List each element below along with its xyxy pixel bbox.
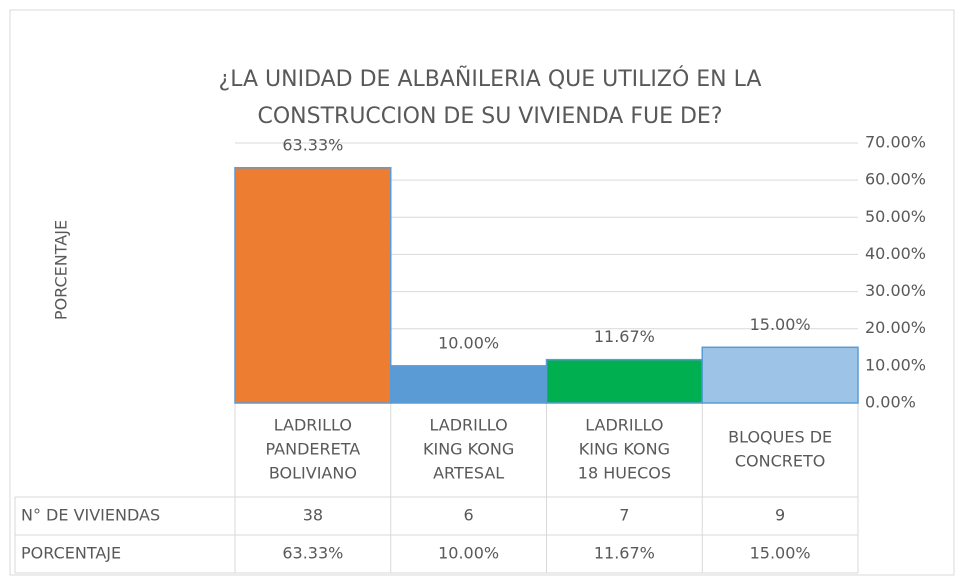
chart-title: ¿LA UNIDAD DE ALBAÑILERIA QUE UTILIZÓ EN… bbox=[219, 65, 762, 92]
y-axis-title: PORCENTAJE bbox=[52, 220, 71, 320]
table-row-label: N° DE VIVIENDAS bbox=[21, 506, 160, 525]
x-tick-label: KING KONG bbox=[579, 440, 670, 459]
y-tick-label: 10.00% bbox=[865, 355, 926, 374]
x-tick-label: 18 HUECOS bbox=[578, 464, 671, 483]
chart-title: CONSTRUCCION DE SU VIVIENDA FUE DE? bbox=[258, 104, 723, 129]
bar bbox=[390, 365, 548, 404]
x-tick-label: BOLIVIANO bbox=[269, 464, 357, 483]
x-tick-label: BLOQUES DE bbox=[728, 428, 832, 447]
table-cell: 10.00% bbox=[438, 544, 499, 563]
table-cell: 38 bbox=[303, 506, 323, 525]
x-tick-label: PANDERETA bbox=[266, 440, 361, 459]
x-tick-label: ARTESAL bbox=[433, 464, 504, 483]
data-label: 11.67% bbox=[594, 327, 655, 346]
x-tick-label: CONCRETO bbox=[735, 452, 826, 471]
chart-border bbox=[9, 9, 955, 576]
y-tick-label: 30.00% bbox=[865, 281, 926, 300]
data-label: 15.00% bbox=[750, 315, 811, 334]
x-tick-label: LADRILLO bbox=[585, 416, 663, 435]
y-tick-label: 0.00% bbox=[865, 393, 916, 412]
y-tick-label: 70.00% bbox=[865, 133, 926, 152]
y-tick-label: 50.00% bbox=[865, 207, 926, 226]
table-row-label: PORCENTAJE bbox=[21, 544, 121, 563]
x-tick-label: KING KONG bbox=[423, 440, 514, 459]
table-cell: 11.67% bbox=[594, 544, 655, 563]
y-tick-label: 40.00% bbox=[865, 244, 926, 263]
data-label: 63.33% bbox=[282, 135, 343, 154]
bar bbox=[701, 346, 859, 404]
x-tick-label: LADRILLO bbox=[430, 416, 508, 435]
data-label: 10.00% bbox=[438, 333, 499, 352]
bar bbox=[545, 358, 703, 404]
bar bbox=[234, 167, 392, 404]
table-cell: 15.00% bbox=[750, 544, 811, 563]
y-tick-label: 20.00% bbox=[865, 318, 926, 337]
y-tick-label: 60.00% bbox=[865, 170, 926, 189]
table-cell: 6 bbox=[464, 506, 474, 525]
x-tick-label: LADRILLO bbox=[274, 416, 352, 435]
table-cell: 9 bbox=[775, 506, 785, 525]
table-cell: 7 bbox=[619, 506, 629, 525]
table-cell: 63.33% bbox=[282, 544, 343, 563]
